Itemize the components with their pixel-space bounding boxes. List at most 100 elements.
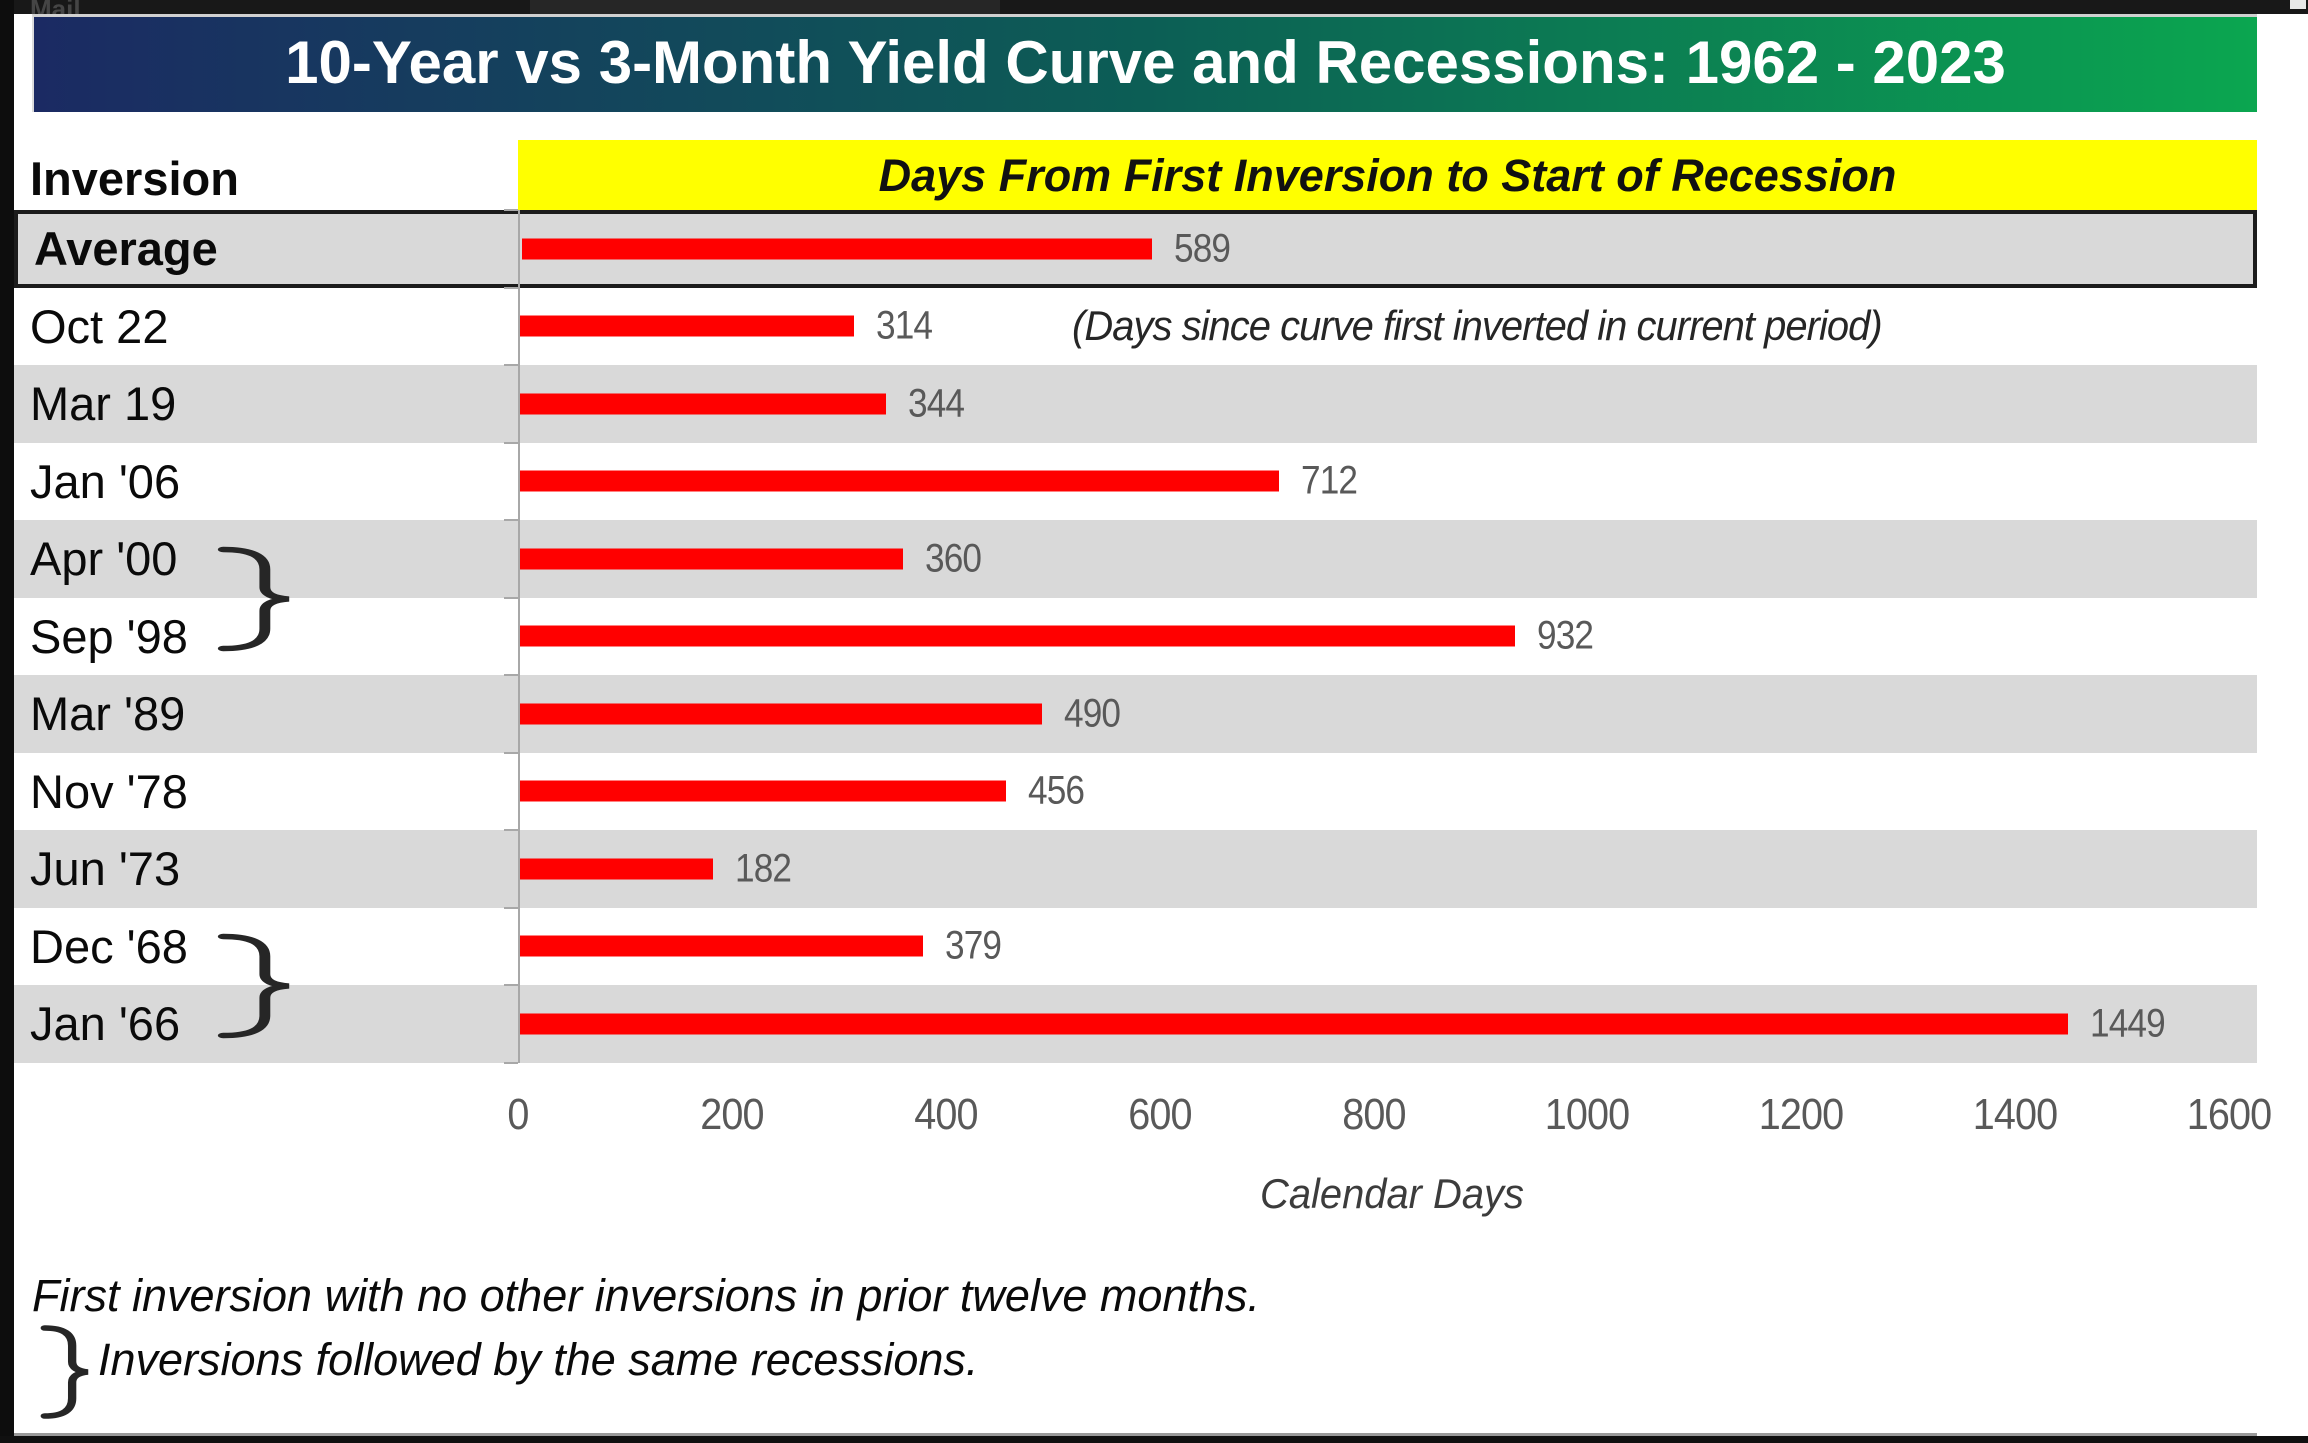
y-axis-tick	[504, 596, 518, 599]
row-plot-area: 182	[518, 830, 2257, 908]
row-plot-area: 360	[518, 520, 2257, 598]
inversion-column-header: Inversion	[30, 152, 239, 205]
row-label: Oct 22	[30, 299, 169, 353]
bar	[518, 548, 903, 570]
bar-value-label: 182	[734, 846, 792, 891]
footnote-brace-icon	[40, 1324, 90, 1420]
footnote-first-inversion: First inversion with no other inversions…	[32, 1270, 1260, 1321]
x-tick-label-1000: 1000	[1545, 1090, 1630, 1139]
chart-row-oct-22: Oct 22 314	[14, 288, 2257, 366]
bar-value-label: 360	[924, 536, 982, 581]
window-bottom-frame	[0, 1436, 2308, 1443]
y-axis-tick	[504, 364, 518, 366]
header-row: Inversion Days From First Inversion to S…	[14, 140, 2257, 210]
bar-value-label: 932	[1536, 613, 1594, 658]
chart-title-bar: 10-Year vs 3-Month Yield Curve and Reces…	[32, 14, 2257, 112]
bar	[522, 238, 1152, 260]
row-label: Mar 19	[30, 377, 177, 430]
link-brace-dec68-jan66	[216, 932, 292, 1040]
x-tick-label-800: 800	[1341, 1090, 1406, 1139]
content-bottom-edge	[14, 1433, 2257, 1436]
top-strip-corner	[2290, 0, 2306, 9]
bar-value-label: 1449	[2089, 1001, 2166, 1046]
y-axis-tick	[504, 906, 518, 909]
brace-icon	[217, 546, 290, 652]
y-axis-tick	[504, 751, 518, 754]
bar	[518, 1013, 2068, 1035]
y-axis-line	[518, 210, 520, 1063]
bar-value-label: 344	[907, 381, 965, 426]
bar-value-label: 712	[1301, 458, 1358, 503]
bar	[518, 315, 854, 337]
row-label: Jun '73	[30, 842, 181, 895]
bar	[518, 470, 1280, 492]
row-label: Apr '00	[30, 532, 178, 585]
chart-row-jun-73: Jun '73 182	[14, 830, 2257, 908]
y-axis-tick	[504, 829, 518, 831]
window-left-frame	[0, 0, 14, 1443]
bar-chart-rows: Average 589 Oct 22 314 Mar 19 344 Jan '06 712 Ap…	[14, 210, 2257, 1063]
top-strip-block	[530, 0, 1000, 14]
brace-icon	[217, 933, 290, 1039]
chart-row-jan-66: Jan '66 1449	[14, 985, 2257, 1063]
annotation-days-since: (Days since curve first inverted in curr…	[1072, 302, 1883, 349]
row-plot-area: 1449	[518, 985, 2257, 1063]
bar	[518, 935, 924, 957]
footnote-same-recessions: Inversions followed by the same recessio…	[98, 1334, 979, 1385]
chart-title: 10-Year vs 3-Month Yield Curve and Reces…	[285, 29, 2006, 96]
days-header-banner: Days From First Inversion to Start of Re…	[518, 140, 2257, 210]
row-label: Sep '98	[30, 609, 188, 663]
background-window-text: Mail	[30, 0, 81, 14]
x-axis-title: Calendar Days	[1260, 1170, 1524, 1217]
window-top-strip: Mail	[0, 0, 2308, 14]
row-plot-area: 379	[518, 908, 2257, 986]
x-tick-label-200: 200	[700, 1090, 764, 1139]
x-tick-label-600: 600	[1127, 1090, 1192, 1139]
row-label: Dec '68	[30, 919, 188, 973]
y-axis-tick	[504, 984, 518, 986]
bar-value-label: 490	[1063, 691, 1121, 736]
bar	[518, 858, 713, 880]
row-label: Jan '66	[30, 997, 181, 1050]
row-label: Jan '06	[30, 454, 181, 508]
bar-value-label: 314	[875, 303, 933, 348]
chart-canvas: 10-Year vs 3-Month Yield Curve and Reces…	[14, 14, 2272, 1436]
link-brace-apr00-sep98	[216, 545, 292, 653]
chart-row-mar-19: Mar 19 344	[14, 365, 2257, 443]
x-tick-label-1400: 1400	[1972, 1090, 2058, 1139]
row-plot-area: 932	[518, 598, 2257, 676]
chart-row-dec-68: Dec '68 379	[14, 908, 2257, 986]
chart-row-nov-78: Nov '78 456	[14, 753, 2257, 831]
bar-value-label: 589	[1173, 226, 1231, 271]
row-label: Mar '89	[30, 687, 186, 740]
row-label: Nov '78	[30, 764, 188, 818]
x-tick-label-1600: 1600	[2186, 1090, 2272, 1139]
x-tick-label-0: 0	[507, 1090, 529, 1139]
bar-value-label: 456	[1027, 768, 1085, 813]
chart-row-jan-06: Jan '06 712	[14, 443, 2257, 521]
days-header-text: Days From First Inversion to Start of Re…	[878, 150, 1897, 201]
y-axis-tick	[504, 209, 518, 211]
row-plot-area: 344	[518, 365, 2257, 443]
row-plot-area: 456	[518, 753, 2257, 831]
row-plot-area: 490	[518, 675, 2257, 753]
chart-row-apr-00: Apr '00 360	[14, 520, 2257, 598]
chart-row-sep-98: Sep '98 932	[14, 598, 2257, 676]
y-axis-tick	[504, 286, 518, 289]
brace-icon	[40, 1325, 89, 1419]
row-label: Average	[34, 222, 218, 275]
bar	[518, 625, 1515, 647]
x-tick-label-1200: 1200	[1758, 1090, 1844, 1139]
chart-row-mar-89: Mar '89 490	[14, 675, 2257, 753]
row-plot-area: 314	[518, 288, 2257, 366]
y-axis-tick	[504, 519, 518, 521]
row-plot-area: 712	[518, 443, 2257, 521]
bar-value-label: 379	[945, 923, 1002, 968]
bar	[518, 780, 1006, 802]
y-axis-tick	[504, 1061, 518, 1064]
x-tick-label-400: 400	[914, 1090, 978, 1139]
bar	[518, 703, 1042, 725]
row-plot-area: 589	[522, 214, 2253, 284]
y-axis-tick	[504, 441, 518, 444]
y-axis-tick	[504, 674, 518, 676]
